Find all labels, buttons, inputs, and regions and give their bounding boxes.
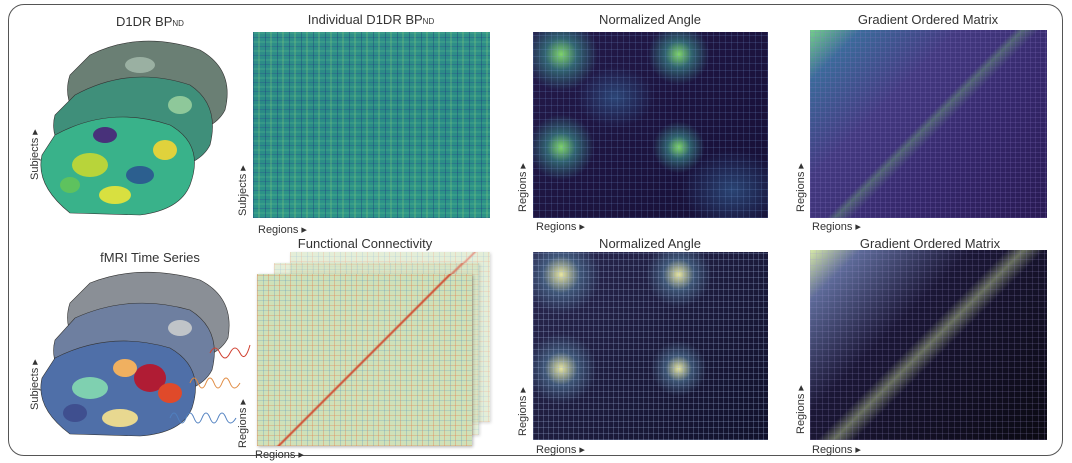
brain-stack xyxy=(30,35,240,220)
surface-title: fMRI Time Series xyxy=(100,250,200,265)
panel-title: Normalized Angle xyxy=(599,236,701,251)
panel-title: Gradient Ordered Matrix xyxy=(858,12,998,27)
axis-label: Subjects xyxy=(28,359,41,410)
y-axis-label: Regions xyxy=(516,163,529,212)
y-axis-label: Regions xyxy=(516,387,529,436)
subject-region-matrix xyxy=(253,32,490,218)
gradient-matrix xyxy=(810,250,1047,440)
y-axis-label: Regions xyxy=(236,399,249,448)
connectivity-matrix xyxy=(257,274,472,446)
x-axis-label: Regions xyxy=(812,220,861,233)
angle-matrix xyxy=(533,252,768,440)
axis-label: Subjects xyxy=(28,129,41,180)
panel-title: Gradient Ordered Matrix xyxy=(860,236,1000,251)
title-subscript: ND xyxy=(172,19,184,28)
figure: D1DR BPND Subjects Individual D1DR BPND … xyxy=(0,0,1072,463)
x-axis-label: Regions xyxy=(536,220,585,233)
x-axis-label: Regions xyxy=(536,443,585,456)
x-axis-label: Regions xyxy=(258,223,307,236)
title-text: Individual D1DR BP xyxy=(308,12,423,27)
gradient-matrix xyxy=(810,30,1047,218)
surface-title: D1DR BPND xyxy=(116,14,184,29)
angle-matrix xyxy=(533,32,768,218)
panel-title: Functional Connectivity xyxy=(298,236,432,251)
panel-title: Normalized Angle xyxy=(599,12,701,27)
y-axis-label: Subjects xyxy=(236,165,249,216)
title-subscript: ND xyxy=(423,17,435,26)
y-axis-label: Regions xyxy=(794,385,807,434)
panel-title: Individual D1DR BPND xyxy=(308,12,434,27)
brain-stack xyxy=(30,268,260,443)
x-axis-label: Regions xyxy=(812,443,861,456)
x-axis-label: Regions xyxy=(255,448,304,461)
title-text: D1DR BP xyxy=(116,14,172,29)
y-axis-label: Regions xyxy=(794,163,807,212)
